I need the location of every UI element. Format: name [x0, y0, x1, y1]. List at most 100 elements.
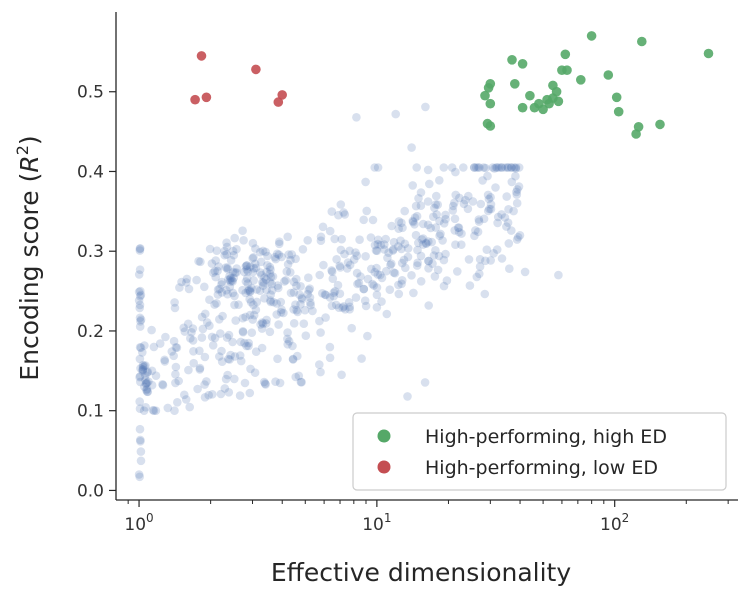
background-point — [283, 334, 292, 344]
high-ed-point — [553, 96, 564, 107]
background-point — [182, 278, 191, 287]
background-point — [399, 255, 409, 265]
legend-label: High-performing, low ED — [425, 457, 658, 479]
background-point — [382, 309, 392, 319]
background-point — [274, 320, 283, 329]
background-point — [352, 268, 362, 278]
background-point — [265, 277, 275, 287]
background-point — [352, 251, 362, 260]
background-point — [249, 310, 259, 320]
background-point — [387, 221, 397, 231]
background-point — [205, 244, 215, 254]
background-point — [210, 300, 219, 309]
high-ed-point — [485, 98, 496, 109]
background-point — [497, 254, 507, 263]
background-point — [272, 299, 282, 308]
background-point — [423, 197, 433, 206]
low-ed-point — [273, 97, 284, 107]
background-point — [319, 260, 328, 270]
background-point — [453, 267, 462, 276]
background-point — [299, 319, 309, 329]
high-ed-point — [551, 86, 562, 97]
background-point — [252, 285, 261, 294]
background-point — [503, 163, 512, 172]
background-point — [372, 263, 381, 273]
background-point — [423, 220, 433, 230]
background-point — [428, 259, 437, 269]
background-point — [296, 377, 306, 387]
background-point — [172, 343, 182, 353]
background-point — [250, 259, 260, 269]
background-point — [505, 264, 514, 274]
background-point — [213, 290, 223, 299]
background-point — [258, 281, 268, 291]
background-point — [195, 365, 205, 374]
background-point — [265, 327, 275, 337]
background-point — [335, 289, 345, 299]
background-point — [476, 199, 486, 209]
background-point — [475, 254, 485, 264]
background-point — [461, 195, 470, 205]
background-point — [243, 286, 253, 296]
background-point — [434, 251, 444, 261]
background-point — [283, 232, 293, 242]
background-point — [297, 377, 306, 387]
background-point — [376, 270, 385, 280]
background-point — [136, 315, 146, 325]
background-point — [316, 236, 326, 245]
background-point — [195, 363, 205, 373]
background-point — [135, 244, 145, 253]
background-point — [486, 193, 495, 202]
y-tick-label: 0.0 — [77, 481, 104, 501]
background-point — [502, 222, 511, 231]
background-point — [486, 256, 496, 265]
background-point — [215, 284, 224, 294]
background-point — [228, 277, 237, 286]
background-point — [296, 300, 305, 309]
background-point — [384, 248, 393, 257]
background-point — [175, 283, 184, 292]
background-point — [488, 163, 498, 172]
background-point — [135, 292, 145, 301]
background-point — [135, 246, 145, 255]
background-point — [345, 302, 355, 312]
background-point — [329, 291, 339, 301]
background-point — [222, 238, 231, 247]
background-point — [345, 246, 354, 256]
background-point — [263, 251, 272, 261]
background-point — [204, 390, 213, 400]
background-point — [208, 341, 218, 350]
background-point — [142, 378, 152, 388]
background-point — [287, 250, 297, 259]
background-point — [245, 286, 255, 296]
background-point — [304, 285, 314, 295]
background-point — [292, 274, 301, 284]
background-point — [315, 360, 324, 369]
background-point — [507, 163, 516, 172]
background-point — [217, 288, 227, 297]
background-point — [170, 298, 179, 307]
background-point — [464, 255, 474, 264]
background-point — [250, 368, 260, 378]
background-point — [397, 258, 407, 268]
high-ed-point — [586, 31, 597, 41]
background-point — [325, 353, 335, 363]
background-point — [507, 177, 517, 187]
background-point — [491, 183, 500, 192]
background-point — [340, 249, 349, 259]
background-point — [224, 330, 234, 340]
background-point — [316, 232, 326, 242]
background-point — [135, 303, 144, 313]
background-point — [216, 389, 226, 399]
background-point — [435, 231, 444, 240]
background-point — [266, 265, 275, 274]
background-point — [431, 246, 440, 255]
high-ed-point — [562, 65, 572, 75]
background-point — [289, 288, 299, 297]
background-point — [454, 223, 464, 232]
low-ed-point — [277, 90, 288, 100]
background-point — [265, 262, 275, 272]
background-point — [337, 234, 347, 244]
background-point — [451, 240, 460, 249]
background-point — [230, 268, 240, 278]
